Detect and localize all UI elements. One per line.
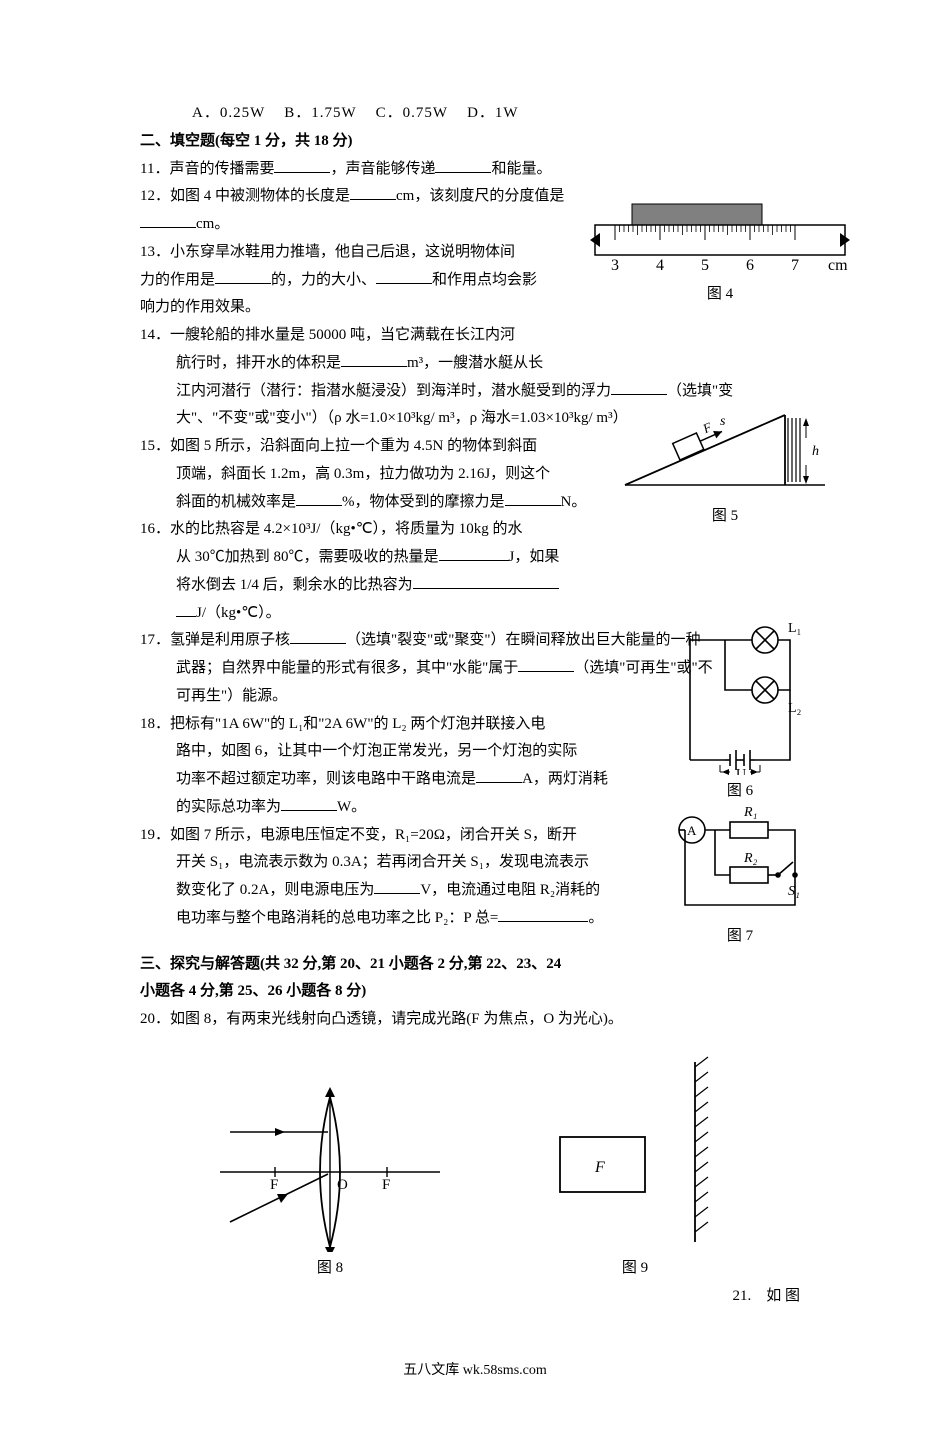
q18-l1: 18．把标有"1A 6W"的 L₁和"2A 6W"的 L₂ 两个灯泡并联接入电 bbox=[140, 711, 610, 739]
q18-l4a: 的实际总功率为 bbox=[176, 799, 281, 815]
blank[interactable] bbox=[215, 269, 271, 284]
q16-l3: 将水倒去 1/4 后，剩余水的比热容为 bbox=[176, 577, 413, 593]
blank[interactable] bbox=[296, 491, 342, 506]
q19: 19．如图 7 所示，电源电压恒定不变，R₁=20Ω，闭合开关 S，断开 开关 … bbox=[140, 822, 810, 933]
blank[interactable] bbox=[341, 352, 407, 367]
q16: 16．水的比热容是 4.2×10³J/（kg•℃），将质量为 10kg 的水 从… bbox=[140, 516, 810, 627]
q14-l4: 大"、"不变"或"变小"）（ρ 水=1.0×10³kg/ m³，ρ 海水=1.0… bbox=[140, 405, 810, 433]
q15-l2: 顶端，斜面长 1.2m，高 0.3m，拉力做功为 2.16J，则这个 bbox=[140, 461, 610, 489]
bottom-figures: F O F 图 8 F 图 9 bbox=[140, 1052, 810, 1283]
blank[interactable] bbox=[376, 269, 432, 284]
q12-text-b: cm，该刻度尺的分度值是 bbox=[396, 188, 564, 204]
q17-l2a: 武器；自然界中能量的形式有很多，其中"水能"属于 bbox=[176, 660, 518, 676]
q19-l1: 19．如图 7 所示，电源电压恒定不变，R₁=20Ω，闭合开关 S，断开 bbox=[140, 822, 610, 850]
q16-l2b: J，如果 bbox=[509, 549, 560, 565]
blank[interactable] bbox=[476, 768, 522, 783]
q15-l3a: 斜面的机械效率是 bbox=[176, 494, 296, 510]
q11-text-a: 11．声音的传播需要 bbox=[140, 161, 274, 177]
option-a: A．0.25W bbox=[192, 105, 265, 121]
q13-l3: 响力的作用效果。 bbox=[140, 294, 570, 322]
blank[interactable] bbox=[413, 574, 503, 589]
svg-text:O: O bbox=[337, 1177, 348, 1193]
option-c: C．0.75W bbox=[376, 105, 448, 121]
q15-l1: 15．如图 5 所示，沿斜面向上拉一个重为 4.5N 的物体到斜面 bbox=[140, 433, 610, 461]
q17-l3: 可再生"）能源。 bbox=[140, 683, 810, 711]
q18: 18．把标有"1A 6W"的 L₁和"2A 6W"的 L₂ 两个灯泡并联接入电 … bbox=[140, 711, 810, 822]
blank[interactable] bbox=[439, 546, 509, 561]
section-3-title-l2: 小题各 4 分,第 25、26 小题各 8 分) bbox=[140, 978, 810, 1006]
q13: 13．小东穿旱冰鞋用力推墙，他自己后退，这说明物体间 力的作用是 的，力的大小、 和… bbox=[140, 239, 810, 322]
blank[interactable] bbox=[140, 213, 196, 228]
q15: 15．如图 5 所示，沿斜面向上拉一个重为 4.5N 的物体到斜面 顶端，斜面长… bbox=[140, 433, 810, 516]
q12: 12．如图 4 中被测物体的长度是 cm，该刻度尺的分度值是 cm。 bbox=[140, 183, 810, 239]
q13-l2c: 和作用点均会影 bbox=[432, 272, 537, 288]
q17-l1b: （选填"裂变"或"聚变"）在瞬间释放出巨大能量的一种 bbox=[346, 632, 701, 648]
q13-l2b: 的，力的大小、 bbox=[271, 272, 376, 288]
q16-l4: J/（kg•℃）。 bbox=[196, 605, 281, 621]
figure-8: F O F 图 8 bbox=[210, 1077, 450, 1283]
section-3-title-l1: 三、探究与解答题(共 32 分,第 20、21 小题各 2 分,第 22、23、… bbox=[140, 951, 810, 979]
blank[interactable] bbox=[274, 158, 330, 173]
figure-9-label: 图 9 bbox=[530, 1255, 740, 1283]
q15-l3c: N。 bbox=[561, 494, 587, 510]
blank[interactable] bbox=[435, 158, 491, 173]
option-b: B．1.75W bbox=[284, 105, 356, 121]
svg-text:F: F bbox=[594, 1159, 605, 1176]
q14-l3a: 江内河潜行（潜行：指潜水艇浸没）到海洋时，潜水艇受到的浮力 bbox=[176, 383, 611, 399]
q13-l2a: 力的作用是 bbox=[140, 272, 215, 288]
svg-text:F: F bbox=[382, 1177, 390, 1193]
q18-l4b: W。 bbox=[337, 799, 366, 815]
q13-l1: 13．小东穿旱冰鞋用力推墙，他自己后退，这说明物体间 bbox=[140, 239, 570, 267]
q19-l2: 开关 S₁，电流表示数为 0.3A；若再闭合开关 S₁，发现电流表示 bbox=[140, 849, 610, 877]
q11-text-c: 和能量。 bbox=[491, 161, 551, 177]
q14-l1: 14．一艘轮船的排水量是 50000 吨，当它满载在长江内河 bbox=[140, 322, 810, 350]
blank[interactable] bbox=[290, 629, 346, 644]
q14-l3b: （选填"变 bbox=[667, 383, 733, 399]
mirror-svg: F bbox=[530, 1052, 740, 1252]
q17-l1a: 17．氢弹是利用原子核 bbox=[140, 632, 290, 648]
q16-l2a: 从 30℃加热到 80℃，需要吸收的热量是 bbox=[176, 549, 439, 565]
svg-text:h: h bbox=[812, 444, 819, 459]
q17: 17．氢弹是利用原子核 （选填"裂变"或"聚变"）在瞬间释放出巨大能量的一种 武器… bbox=[140, 627, 810, 710]
q19-l4b: 。 bbox=[588, 910, 603, 926]
q16-l1: 16．水的比热容是 4.2×10³J/（kg•℃），将质量为 10kg 的水 bbox=[140, 516, 610, 544]
q18-l2: 路中，如图 6，让其中一个灯泡正常发光，另一个灯泡的实际 bbox=[140, 738, 610, 766]
blank[interactable] bbox=[498, 907, 588, 922]
blank[interactable] bbox=[503, 574, 559, 589]
option-d: D．1W bbox=[467, 105, 519, 121]
q15-l3b: %，物体受到的摩擦力是 bbox=[342, 494, 505, 510]
blank[interactable] bbox=[611, 380, 667, 395]
q19-l3a: 数变化了 0.2A，则电源电压为 bbox=[176, 882, 374, 898]
blank[interactable] bbox=[505, 491, 561, 506]
q14: 14．一艘轮船的排水量是 50000 吨，当它满载在长江内河 航行时，排开水的体… bbox=[140, 322, 810, 433]
q11-text-b: ，声音能够传递 bbox=[330, 161, 435, 177]
mcq-options: A．0.25W B．1.75W C．0.75W D．1W bbox=[140, 100, 810, 128]
blank[interactable] bbox=[281, 796, 337, 811]
q14-l2a: 航行时，排开水的体积是 bbox=[176, 355, 341, 371]
q18-l3b: A，两灯消耗 bbox=[522, 771, 608, 787]
q21-trail: 21. 如 图 bbox=[140, 1283, 810, 1311]
svg-text:cm: cm bbox=[828, 257, 848, 274]
blank[interactable] bbox=[350, 185, 396, 200]
svg-text:F: F bbox=[270, 1177, 278, 1193]
blank[interactable] bbox=[374, 879, 420, 894]
blank[interactable] bbox=[176, 602, 196, 617]
blank[interactable] bbox=[518, 657, 574, 672]
q20: 20．如图 8，有两束光线射向凸透镜，请完成光路(F 为焦点，O 为光心)。 bbox=[140, 1006, 810, 1034]
q14-l2b: m³，一艘潜水艇从长 bbox=[407, 355, 543, 371]
figure-8-label: 图 8 bbox=[210, 1255, 450, 1283]
q11: 11．声音的传播需要 ，声音能够传递 和能量。 bbox=[140, 156, 810, 184]
q12-text-a: 12．如图 4 中被测物体的长度是 bbox=[140, 188, 350, 204]
page-footer: 五八文库 wk.58sms.com bbox=[140, 1358, 810, 1384]
lens-svg: F O F bbox=[210, 1077, 450, 1252]
q19-l3b: V，电流通过电阻 R₂消耗的 bbox=[420, 882, 600, 898]
q18-l3a: 功率不超过额定功率，则该电路中干路电流是 bbox=[176, 771, 476, 787]
q12-text-c: cm。 bbox=[196, 216, 229, 232]
figure-9: F 图 9 bbox=[530, 1052, 740, 1283]
section-2-title: 二、填空题(每空 1 分，共 18 分) bbox=[140, 128, 810, 156]
q19-l4a: 电功率与整个电路消耗的总电功率之比 P₂：P 总= bbox=[176, 910, 498, 926]
q17-l2b: （选填"可再生"或"不 bbox=[574, 660, 712, 676]
